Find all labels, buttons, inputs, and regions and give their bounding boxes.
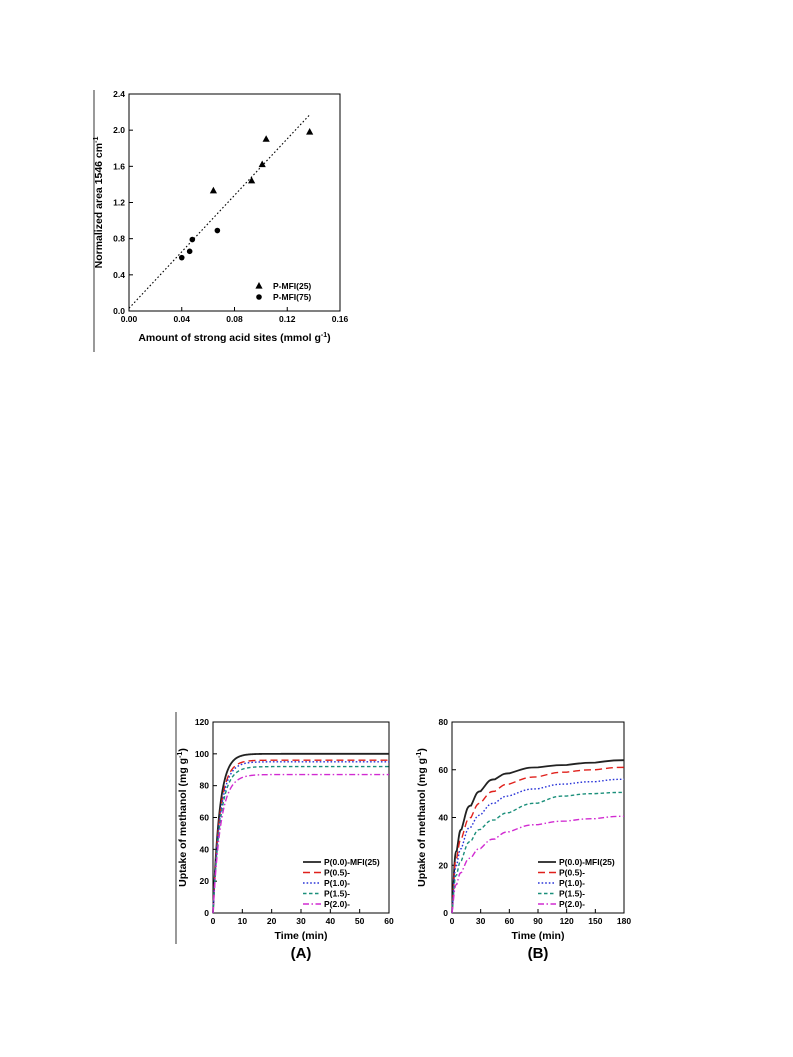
line-chart-a: 0 10 20 30 40 50 60 0 20 40 60 80 100 120 P(0.0)-MFI(2… xyxy=(177,717,394,962)
x-tick-label: 0 xyxy=(211,916,216,926)
data-point-triangle xyxy=(258,160,266,168)
y-axis-label-superscript: -1 xyxy=(416,752,423,758)
legend-label: P(2.0)- xyxy=(324,899,350,909)
y-axis-label-superscript: -1 xyxy=(177,752,184,758)
x-axis-label-text: Amount of strong acid sites (mmol g xyxy=(138,332,321,344)
y-axis-label-closing: ) xyxy=(177,748,189,752)
x-tick-label: 150 xyxy=(588,916,602,926)
x-tick-label: 0.16 xyxy=(332,314,349,324)
data-point-circle xyxy=(178,254,185,261)
data-point-triangle xyxy=(306,127,314,135)
x-tick-label: 0.12 xyxy=(279,314,296,324)
y-tick-label: 0.0 xyxy=(113,306,125,316)
y-axis-label: Normalized area 1546 cm-1 xyxy=(93,137,105,269)
x-axis-label: Amount of strong acid sites (mmol g-1) xyxy=(138,332,330,344)
y-tick-label: 80 xyxy=(200,781,210,791)
legend-label: P(1.5)- xyxy=(324,889,350,899)
x-tick-label: 0.04 xyxy=(173,314,190,324)
data-point-triangle xyxy=(248,176,256,184)
y-tick-label: 2.4 xyxy=(113,89,125,99)
series-line xyxy=(212,765,389,914)
legend-marker-triangle xyxy=(255,282,263,289)
legend-label: P(0.0)-MFI(25) xyxy=(559,857,615,867)
legend-label: P(0.0)-MFI(25) xyxy=(324,857,380,867)
plot-frame xyxy=(128,93,341,312)
x-tick-label: 60 xyxy=(505,916,515,926)
y-tick-label: 20 xyxy=(439,860,449,870)
y-axis-label: Uptake of methanol (mg g-1) xyxy=(416,748,428,887)
data-point-triangle xyxy=(209,186,217,194)
legend-label: P-MFI(75) xyxy=(273,292,311,302)
x-axis-label-closing: ) xyxy=(327,332,331,344)
y-tick-label: 40 xyxy=(439,813,449,823)
panel-label: (B) xyxy=(528,945,549,962)
y-tick-label: 1.2 xyxy=(113,198,125,208)
y-tick-label: 120 xyxy=(195,717,209,727)
y-tick-label: 0 xyxy=(443,908,448,918)
x-axis-label: Time (min) xyxy=(512,930,565,942)
data-point-circle xyxy=(214,227,221,234)
legend-label: P(2.0)- xyxy=(559,899,585,909)
series-line xyxy=(212,752,389,914)
line-chart-b: 0 30 60 90 120 150 180020406080P(0.0)-MFI(25)P… xyxy=(416,717,631,962)
x-tick-label: 30 xyxy=(296,916,306,926)
y-axis-label-closing: ) xyxy=(416,748,428,752)
y-tick-label: 100 xyxy=(195,749,209,759)
x-tick-label: 0.08 xyxy=(226,314,243,324)
y-tick-label: 60 xyxy=(439,765,449,775)
series-line xyxy=(212,773,389,914)
y-axis-label-superscript: -1 xyxy=(93,137,100,143)
x-tick-label: 60 xyxy=(384,916,394,926)
x-tick-label: 30 xyxy=(476,916,486,926)
series-line xyxy=(451,815,625,914)
x-tick-label: 20 xyxy=(267,916,277,926)
x-tick-label: 0 xyxy=(450,916,455,926)
y-axis-label-text: Uptake of methanol (mg g xyxy=(416,758,428,887)
legend-label: P(1.0)- xyxy=(324,878,350,888)
scatter-chart: 0.00 0.04 0.08 0.12 0.16 0.0 0.4 0.8 1.2 1.6 2.0 2.… xyxy=(93,89,349,352)
series-line xyxy=(451,759,625,914)
x-tick-label: 10 xyxy=(238,916,248,926)
series-line xyxy=(451,778,625,914)
y-tick-label: 60 xyxy=(200,813,210,823)
x-tick-label: 120 xyxy=(560,916,574,926)
data-point-circle xyxy=(189,236,196,243)
series-line xyxy=(451,791,625,914)
y-tick-label: 0.8 xyxy=(113,234,125,244)
legend-label: P(0.5)- xyxy=(559,868,585,878)
legend-label: P(1.5)- xyxy=(559,889,585,899)
fit-line xyxy=(128,114,311,309)
series-line xyxy=(451,766,625,914)
panel-label: (A) xyxy=(291,945,312,962)
legend-label: P-MFI(25) xyxy=(273,281,311,291)
y-tick-label: 20 xyxy=(200,876,210,886)
y-tick-label: 0 xyxy=(204,908,209,918)
y-axis-label: Uptake of methanol (mg g-1) xyxy=(177,748,189,887)
x-tick-label: 50 xyxy=(355,916,365,926)
series-line xyxy=(212,759,389,914)
y-tick-label: 0.4 xyxy=(113,270,125,280)
data-point-circle xyxy=(186,248,193,255)
y-tick-label: 1.6 xyxy=(113,161,125,171)
x-tick-label: 90 xyxy=(533,916,543,926)
y-axis-label-text: Uptake of methanol (mg g xyxy=(177,758,189,887)
x-axis-label: Time (min) xyxy=(275,930,328,942)
y-tick-label: 40 xyxy=(200,844,210,854)
y-axis-label-text: Normalized area 1546 cm xyxy=(93,143,105,269)
series-line xyxy=(212,761,389,914)
legend-marker-circle xyxy=(256,294,262,300)
legend-label: P(1.0)- xyxy=(559,878,585,888)
plot-frame xyxy=(212,721,390,914)
x-tick-label: 180 xyxy=(617,916,631,926)
x-tick-label: 0.00 xyxy=(121,314,138,324)
data-point-triangle xyxy=(262,135,270,142)
plot-frame xyxy=(451,721,625,914)
x-tick-label: 40 xyxy=(326,916,336,926)
legend-label: P(0.5)- xyxy=(324,868,350,878)
y-tick-label: 2.0 xyxy=(113,125,125,135)
x-axis-label-superscript: -1 xyxy=(321,332,327,339)
y-tick-label: 80 xyxy=(439,717,449,727)
